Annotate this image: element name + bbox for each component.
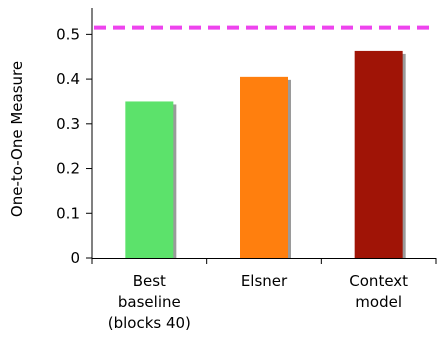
y-tick-label: 0.5: [56, 25, 80, 43]
axes-layer: [91, 8, 437, 264]
x-category-label: Elsner: [241, 272, 288, 290]
y-tick-label: 0.1: [56, 204, 80, 222]
y-tick-label: 0.4: [56, 70, 80, 88]
bars-layer: [125, 50, 406, 259]
y-axis-title: One-to-One Measure: [8, 61, 26, 217]
x-category-label: Best baseline (blocks 40): [108, 272, 191, 332]
y-tick-layer: 0 0.1 0.2 0.3 0.4 0.5: [56, 25, 92, 267]
bar: [354, 50, 403, 259]
y-tick-label: 0.2: [56, 160, 80, 178]
y-axis-title-layer: One-to-One Measure: [8, 61, 26, 217]
y-tick-label: 0.3: [56, 115, 80, 133]
y-tick-label: 0: [70, 249, 80, 267]
x-category-labels-layer: Best baseline (blocks 40) Elsner Context mode…: [108, 272, 408, 332]
x-category-label: Context model: [349, 272, 408, 311]
bar: [240, 76, 288, 258]
bar: [125, 101, 174, 258]
